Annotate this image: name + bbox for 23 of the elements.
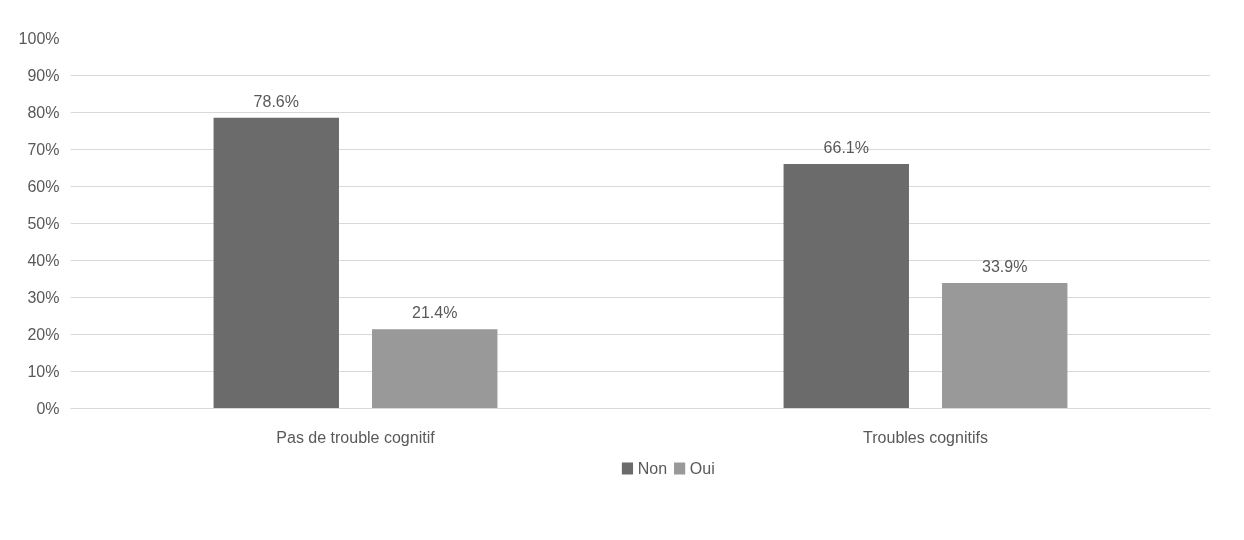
y-tick-label: 60% bbox=[27, 178, 60, 195]
x-tick-label: Troubles cognitifs bbox=[863, 428, 988, 446]
x-tick-label: Pas de trouble cognitif bbox=[276, 428, 436, 446]
y-tick-label: 10% bbox=[27, 363, 60, 380]
data-label: 66.1% bbox=[823, 138, 869, 156]
legend-label: Non bbox=[637, 460, 668, 477]
bar bbox=[783, 163, 909, 409]
data-label: 21.4% bbox=[412, 304, 458, 322]
y-tick-label: 70% bbox=[27, 141, 60, 158]
bar bbox=[213, 117, 339, 409]
data-label: 33.9% bbox=[982, 258, 1028, 276]
legend-label: Oui bbox=[689, 460, 715, 477]
y-tick-label: 30% bbox=[27, 289, 60, 306]
bar bbox=[942, 283, 1068, 409]
y-tick-label: 80% bbox=[27, 104, 60, 121]
y-tick-label: 100% bbox=[18, 30, 60, 47]
bar bbox=[372, 329, 498, 409]
y-tick-label: 20% bbox=[27, 326, 60, 343]
y-tick-label: 40% bbox=[27, 252, 60, 269]
data-label: 78.6% bbox=[253, 92, 299, 110]
y-tick-label: 90% bbox=[27, 67, 60, 84]
y-tick-label: 0% bbox=[36, 400, 60, 417]
y-tick-label: 50% bbox=[27, 215, 60, 232]
